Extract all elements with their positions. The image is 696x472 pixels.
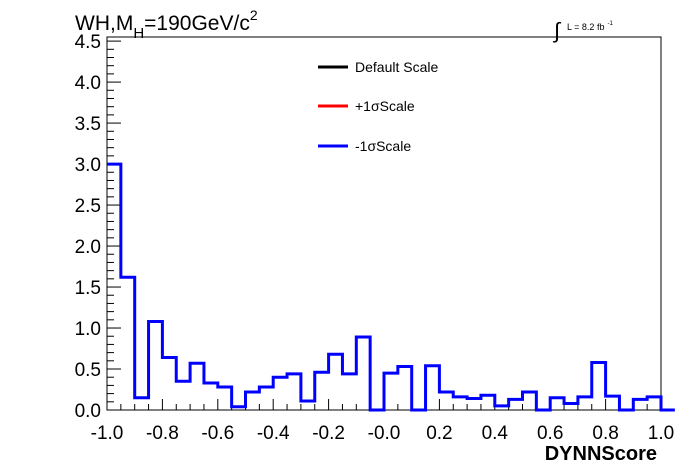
y-tick-label: 2.0	[75, 237, 101, 258]
x-tick-label: 1.0	[648, 423, 674, 444]
legend: Default Scale +1σScale -1σScale	[318, 59, 438, 154]
y-tick-label: 0.5	[75, 360, 101, 381]
axis-ticks	[106, 40, 662, 411]
x-tick-label: -0.8	[146, 423, 179, 444]
x-tick-label: 0.6	[537, 423, 563, 444]
histogram-series	[107, 162, 675, 412]
y-tick-label: 3.0	[75, 155, 101, 176]
y-tick-label: 2.5	[75, 196, 101, 217]
y-tick-label: 0.0	[75, 401, 101, 422]
histogram-step-line	[107, 162, 675, 412]
y-tick-label: 1.0	[75, 319, 101, 340]
legend-label-default: Default Scale	[355, 59, 438, 75]
x-axis-label: DYNNScore	[545, 443, 657, 465]
x-tick-label: -0.2	[312, 423, 345, 444]
y-tick-labels: 0.0 0.5 1.0 1.5 2.0 2.5 3.0 3.5 4.0 4.5	[75, 32, 101, 422]
x-tick-label: 0.8	[592, 423, 618, 444]
x-tick-label: -1.0	[91, 423, 124, 444]
x-tick-label: 0.4	[482, 423, 509, 444]
luminosity-label: L = 8.2 fb -1	[567, 21, 613, 32]
x-tick-labels: -1.0 -0.8 -0.6 -0.4 -0.2 -0.0 0.2 0.4 0.6 0.8 1.0	[91, 423, 675, 444]
y-tick-label: 4.5	[75, 32, 101, 53]
x-tick-label: -0.6	[201, 423, 234, 444]
x-tick-label: 0.2	[426, 423, 452, 444]
y-tick-label: 4.0	[75, 73, 101, 94]
x-tick-label: -0.4	[257, 423, 290, 444]
legend-label-plus1sigma: +1σScale	[355, 98, 415, 114]
x-tick-label: -0.0	[368, 423, 401, 444]
chart-title: WH,MH=190GeV/c2	[75, 7, 258, 42]
y-tick-label: 3.5	[75, 114, 101, 135]
y-tick-label: 1.5	[75, 278, 101, 299]
plot-frame	[106, 36, 662, 411]
luminosity-integral-icon: ∫	[552, 18, 562, 43]
legend-label-minus1sigma: -1σScale	[355, 138, 411, 154]
